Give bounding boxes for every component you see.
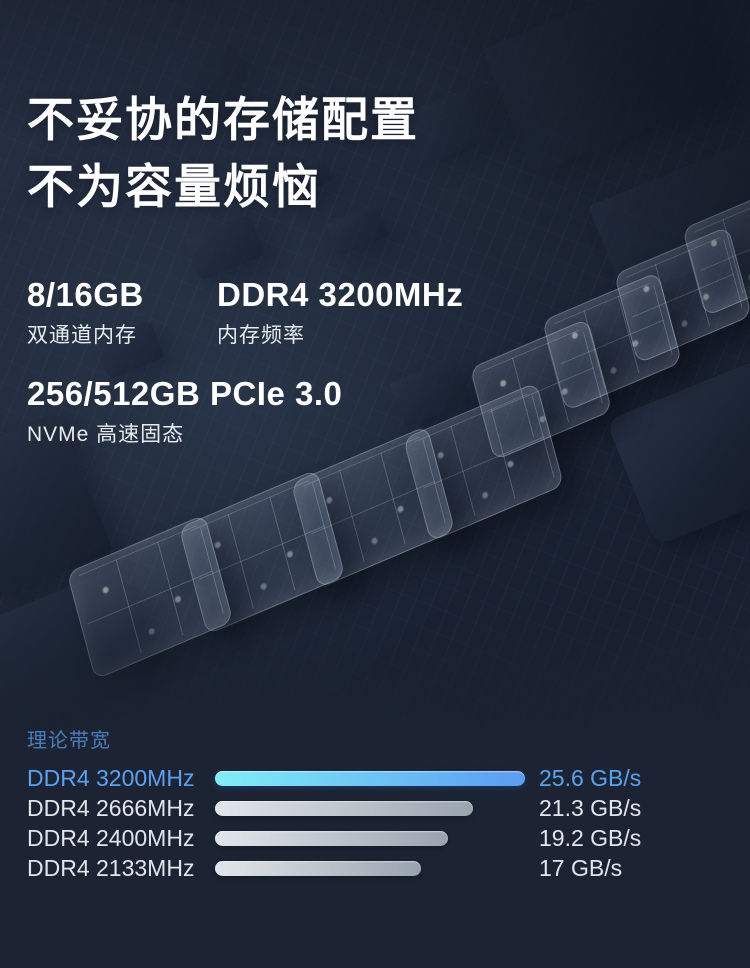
bandwidth-bar-2133 <box>215 860 421 876</box>
chart-row-label: DDR4 2666MHz <box>27 794 195 821</box>
chart-row-ddr4-3200: DDR4 3200MHz 25.6 GB/s <box>27 763 727 793</box>
bar-track <box>215 770 525 786</box>
spec-label: 内存频率 <box>217 324 305 347</box>
bandwidth-bar-3200 <box>215 770 525 786</box>
spec-label: 双通道内存 <box>27 324 137 347</box>
spec-value: DDR4 3200MHz <box>217 276 464 313</box>
chart-title: 理论带宽 <box>27 730 111 752</box>
bar-track <box>215 830 525 846</box>
bar-track <box>215 800 525 816</box>
bandwidth-bar-2400 <box>215 830 448 846</box>
spec-memory-frequency: DDR4 3200MHz 内存频率 <box>217 276 463 349</box>
chart-row-value: 17 GB/s <box>539 854 623 881</box>
spec-memory-capacity: 8/16GB 双通道内存 <box>27 276 144 349</box>
bandwidth-bar-2666 <box>215 800 473 816</box>
page-title-line2: 不为容量烦恼 <box>27 160 321 213</box>
spec-value: 256/512GB PCIe 3.0 <box>27 375 343 412</box>
chart-row-ddr4-2666: DDR4 2666MHz 21.3 GB/s <box>27 793 727 823</box>
bandwidth-bar-chart: 理论带宽 DDR4 3200MHz 25.6 GB/s DDR4 2666MHz… <box>27 724 727 883</box>
chart-row-label: DDR4 2400MHz <box>27 824 195 851</box>
chart-row-label: DDR4 3200MHz <box>27 764 195 791</box>
bar-track <box>215 860 525 876</box>
chart-row-value: 19.2 GB/s <box>539 824 642 851</box>
chart-row-label: DDR4 2133MHz <box>27 854 195 881</box>
page-title: 不妥协的存储配置 不为容量烦恼 <box>27 86 419 220</box>
spec-ssd-storage: 256/512GB PCIe 3.0 NVMe 高速固态 <box>27 375 342 448</box>
spec-label: NVMe 高速固态 <box>27 423 185 446</box>
chart-row-ddr4-2400: DDR4 2400MHz 19.2 GB/s <box>27 823 727 853</box>
spec-value: 8/16GB <box>27 276 144 313</box>
chart-row-ddr4-2133: DDR4 2133MHz 17 GB/s <box>27 853 727 883</box>
page-title-line1: 不妥协的存储配置 <box>27 93 419 146</box>
chart-row-value: 25.6 GB/s <box>539 764 642 791</box>
chart-row-value: 21.3 GB/s <box>539 794 642 821</box>
